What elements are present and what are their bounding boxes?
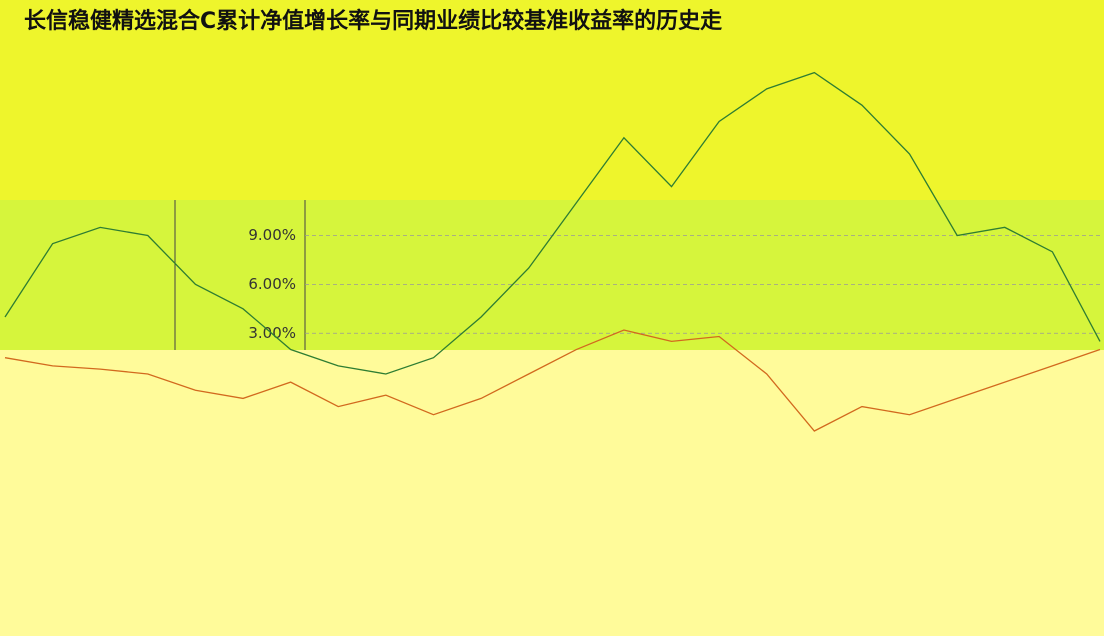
top-band xyxy=(0,0,1104,200)
series-line xyxy=(4,329,1101,432)
bottom-band xyxy=(0,350,1104,636)
y-tick-label: 6.00% xyxy=(248,275,296,293)
chart-title: 长信稳健精选混合C累计净值增长率与同期业绩比较基准收益率的历史走 xyxy=(24,8,722,34)
y-tick-label: 9.00% xyxy=(248,226,296,244)
y-tick-label: 3.00% xyxy=(248,324,296,342)
middle-band xyxy=(0,200,1104,350)
series-line xyxy=(4,71,1101,375)
